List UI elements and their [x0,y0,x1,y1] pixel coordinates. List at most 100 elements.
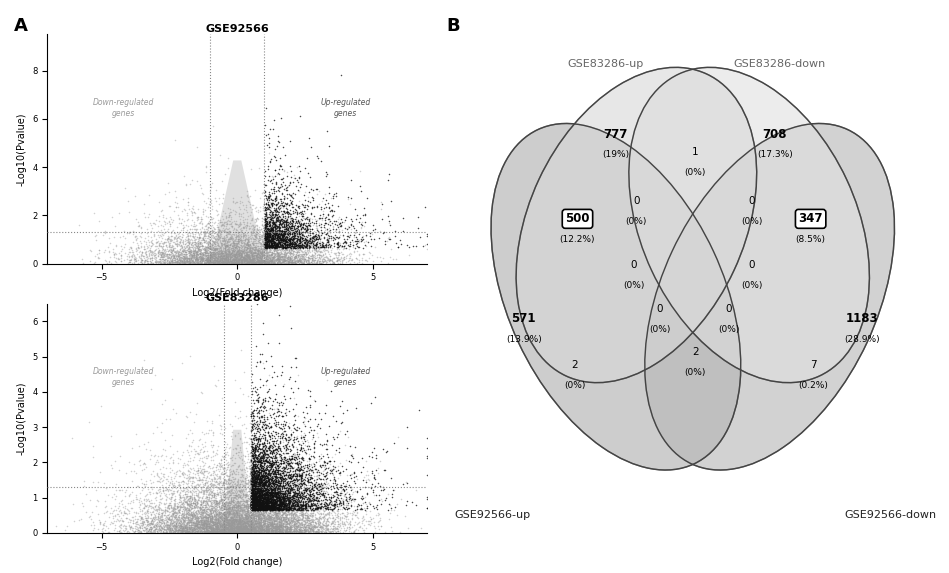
Point [145,519,160,528]
Point [161,242,177,251]
Point [247,497,262,506]
Point [247,514,262,523]
Point [251,478,266,488]
Point [334,256,349,265]
Point [229,253,244,262]
Point [111,527,126,536]
Point [234,514,250,523]
Point [320,458,335,468]
Point [251,489,267,499]
Point [261,515,276,524]
Point [204,256,219,265]
Point [228,210,243,219]
Point [271,249,287,258]
Point [143,258,158,267]
Point [246,497,261,507]
Point [254,486,270,496]
Point [227,258,242,267]
Point [258,515,273,524]
Point [263,175,278,185]
Point [251,486,266,496]
Point [319,258,334,267]
Point [163,502,178,511]
Point [279,496,294,505]
Point [254,217,270,226]
Point [256,528,271,537]
Point [273,252,288,261]
Point [273,248,288,257]
Point [311,243,326,252]
Point [259,474,274,483]
Point [253,527,269,536]
Point [281,499,296,508]
Point [250,492,265,501]
Point [200,225,215,234]
Point [195,258,210,268]
Point [349,501,364,510]
Point [233,525,249,534]
Point [223,513,238,523]
Point [268,494,283,504]
Point [231,257,246,266]
Point [303,258,318,267]
Point [197,519,213,528]
Point [269,528,284,537]
Point [359,509,374,519]
Point [287,237,302,246]
Point [262,240,277,249]
Point [146,525,161,535]
Point [332,256,347,265]
Point [203,258,218,268]
Point [312,440,327,449]
Point [282,513,297,523]
Point [279,445,294,454]
Point [170,525,185,535]
Point [257,528,272,537]
Point [208,258,223,268]
Point [147,513,162,522]
Point [227,246,242,256]
Point [271,255,287,264]
Point [178,527,194,536]
Point [262,470,277,480]
Point [204,526,219,535]
Point [222,493,237,502]
Point [249,226,264,235]
Point [287,243,302,252]
Point [301,499,316,508]
Point [279,243,294,252]
Point [310,231,326,241]
Point [223,477,238,486]
Point [283,496,298,505]
Point [168,521,183,530]
Point [351,523,366,532]
Point [289,497,305,507]
Point [265,505,280,514]
Point [177,254,192,263]
Point [277,503,292,512]
Point [282,496,297,505]
Point [216,250,232,260]
Point [188,253,203,262]
Point [260,514,275,523]
Point [199,478,214,487]
Point [234,475,250,484]
Point [220,254,235,264]
Point [177,251,192,260]
Point [270,525,286,534]
Point [290,186,306,195]
Point [258,421,273,430]
Point [175,518,190,527]
Point [218,520,233,529]
Point [261,236,276,245]
Point [227,508,242,517]
Point [265,234,280,244]
Point [177,524,192,533]
Point [200,521,215,530]
Point [279,258,294,268]
Point [254,493,270,502]
Point [227,493,242,502]
Point [220,517,235,527]
Point [260,227,275,237]
Point [195,528,210,537]
